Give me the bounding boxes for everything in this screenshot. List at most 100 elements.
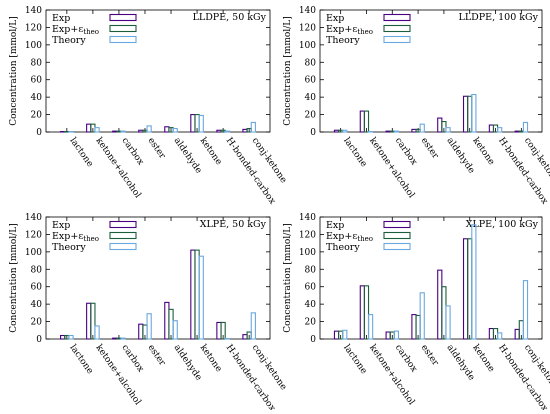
bar-theory-conj-ketone — [523, 122, 527, 132]
bar-exp-ketone-alcohol — [360, 286, 364, 339]
bar-exp-theo-ketone — [468, 239, 472, 339]
bar-theory-aldehyde — [173, 321, 177, 339]
bar-theory-ketone — [199, 115, 203, 132]
bar-theory-ester — [420, 293, 424, 339]
bar-exp-conj-ketone — [243, 129, 247, 132]
legend-swatch — [110, 26, 136, 32]
bar-exp-aldehyde — [438, 270, 442, 339]
bar-exp-ester — [412, 129, 416, 132]
bar-exp-aldehyde — [165, 302, 169, 339]
y-tick-label: 100 — [299, 248, 316, 258]
y-tick-label: 0 — [310, 335, 316, 345]
y-tick-label: 40 — [305, 300, 317, 310]
chart-title: LLDPE, 50 kGy — [193, 12, 267, 23]
x-category-label: H-bonded-carbox — [496, 136, 549, 206]
bar-exp-conj-ketone — [515, 329, 519, 339]
bar-theory-ester — [147, 126, 151, 132]
chart-title: XLPE, 50 kGy — [200, 219, 267, 230]
y-tick-label: 60 — [305, 283, 317, 293]
x-category-label: ketone — [470, 136, 496, 167]
x-category-label: ester — [419, 343, 441, 368]
legend-label: Exp — [52, 220, 70, 231]
bar-exp-theo-ketone-alcohol — [91, 303, 95, 339]
legend-swatch — [384, 222, 410, 228]
bar-exp-theo-aldehyde — [169, 309, 173, 339]
legend-swatch — [110, 37, 136, 43]
bar-theory-carbox — [394, 131, 398, 132]
bar-theory-carbox — [394, 331, 398, 339]
x-category-label: H-bonded-carbox — [224, 343, 277, 410]
x-category-label: lactone — [341, 343, 368, 376]
bar-theory-lactone — [343, 330, 347, 339]
x-category-label: lactone — [67, 136, 94, 169]
bar-theory-h-bonded-carbox — [498, 333, 502, 339]
bar-exp-theo-ketone — [195, 250, 199, 339]
y-tick-label: 80 — [31, 58, 43, 68]
legend-swatch — [110, 244, 136, 250]
bar-exp-ketone-alcohol — [360, 111, 364, 132]
y-tick-label: 100 — [25, 41, 42, 51]
legend-swatch — [384, 233, 410, 239]
legend-label: Theory — [52, 242, 86, 253]
bar-exp-aldehyde — [438, 118, 442, 132]
bar-exp-theo-conj-ketone — [519, 131, 523, 132]
legend-swatch — [384, 15, 410, 21]
bar-theory-ketone — [199, 256, 203, 339]
y-tick-label: 40 — [31, 93, 43, 103]
bar-theory-h-bonded-carbox — [498, 128, 502, 132]
x-category-label: ester — [146, 343, 168, 368]
legend-label: Theory — [326, 242, 360, 253]
bar-theory-ester — [420, 124, 424, 132]
y-axis-label: Concentration [mmol/L] — [283, 16, 293, 126]
bar-exp-ketone — [464, 96, 468, 132]
bar-exp-conj-ketone — [515, 131, 519, 132]
y-tick-label: 20 — [31, 318, 43, 328]
x-category-label: lactone — [341, 136, 368, 169]
bar-theory-ketone — [472, 225, 476, 339]
legend-swatch — [384, 26, 410, 32]
legend-swatch — [110, 233, 136, 239]
bar-theory-ketone-alcohol — [95, 326, 99, 339]
bar-theory-aldehyde — [446, 306, 450, 339]
legend-label: Theory — [326, 35, 360, 46]
y-tick-label: 100 — [299, 41, 316, 51]
bar-exp-ketone — [191, 115, 195, 132]
y-axis-label: Concentration [mmol/L] — [9, 223, 19, 333]
bar-exp-theo-carbox — [117, 131, 121, 132]
bar-exp-carbox — [386, 332, 390, 339]
bar-exp-theo-ketone-alcohol — [364, 286, 368, 339]
bar-theory-h-bonded-carbox — [225, 131, 229, 132]
bar-theory-ketone-alcohol — [95, 128, 99, 132]
y-tick-label: 120 — [25, 23, 42, 33]
y-tick-label: 40 — [305, 93, 317, 103]
bar-exp-theo-aldehyde — [442, 287, 446, 339]
bar-exp-h-bonded-carbox — [217, 322, 221, 339]
y-tick-label: 120 — [299, 23, 316, 33]
bar-exp-h-bonded-carbox — [489, 329, 493, 339]
bar-exp-ester — [139, 324, 143, 339]
y-tick-label: 0 — [310, 128, 316, 138]
bar-theory-conj-ketone — [251, 122, 255, 132]
bar-theory-carbox — [121, 131, 125, 132]
bar-exp-ketone — [191, 250, 195, 339]
y-tick-label: 60 — [31, 76, 43, 86]
bar-theory-ketone — [472, 95, 476, 132]
legend-swatch — [110, 15, 136, 21]
y-tick-label: 80 — [31, 265, 43, 275]
x-category-label: carbox — [393, 136, 419, 167]
chart-title: XLPE, 100 kGy — [466, 219, 539, 230]
x-category-label: ketone — [198, 343, 224, 374]
y-tick-label: 100 — [25, 248, 42, 258]
bar-exp-h-bonded-carbox — [217, 130, 221, 132]
x-category-label: ketone — [198, 136, 224, 167]
bar-exp-ketone-alcohol — [87, 124, 91, 132]
bar-exp-carbox — [113, 131, 117, 132]
chart-title: LLDPE, 100 kGy — [459, 12, 539, 23]
legend-label: Exp — [52, 13, 70, 24]
legend-label: Theory — [52, 35, 86, 46]
y-tick-label: 120 — [25, 230, 42, 240]
bar-exp-lactone — [61, 336, 65, 339]
